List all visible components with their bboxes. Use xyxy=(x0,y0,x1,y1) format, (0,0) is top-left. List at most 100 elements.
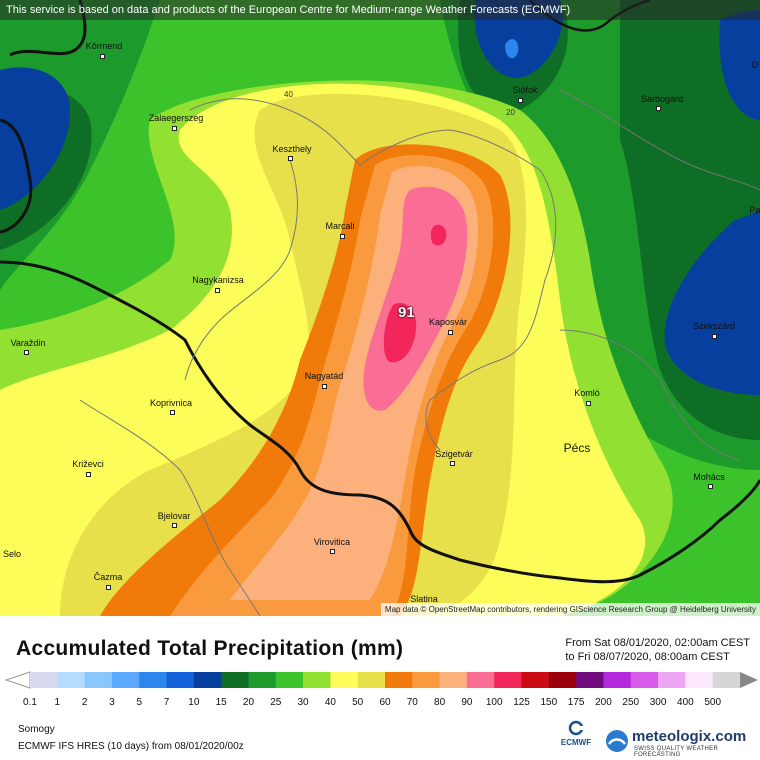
city-nagykanizsa: Nagykanizsa xyxy=(192,275,244,285)
legend-swatch xyxy=(303,672,331,688)
city-selo: Selo xyxy=(2,549,22,559)
ecmwf-logo-icon xyxy=(568,720,587,736)
legend-tick-label: 125 xyxy=(513,697,530,708)
city-marker xyxy=(450,461,455,466)
legend-swatch xyxy=(494,672,523,688)
map-attribution: Map data © OpenStreetMap contributors, r… xyxy=(380,603,760,616)
legend-swatch xyxy=(385,672,413,688)
city-mohacs: Mohács xyxy=(693,472,725,482)
city-sarbogard: Sárbogárd xyxy=(640,94,684,104)
legend-swatch xyxy=(30,672,58,688)
color-legend: 0.1 1 2 3 5 7 10 15 20 25 30 40 50 60 70 80 90 100 125 150 1… xyxy=(0,670,760,714)
city-marker xyxy=(708,484,713,489)
legend-swatch xyxy=(57,672,86,688)
city-varazdin: Varaždin xyxy=(10,338,46,348)
city-marker xyxy=(24,350,29,355)
legend-tick-label: 0.1 xyxy=(23,697,37,708)
model-run: ECMWF IFS HRES (10 days) from 08/01/2020… xyxy=(18,741,244,752)
city-marker xyxy=(712,334,717,339)
legend-swatch xyxy=(466,672,495,688)
legend-arrow-left xyxy=(4,671,31,689)
legend-tick-label: 150 xyxy=(541,697,558,708)
legend-swatch xyxy=(275,672,304,688)
city-edge-d: D xyxy=(751,60,759,70)
city-bjelovar: Bjelovar xyxy=(157,511,191,521)
city-marker xyxy=(170,410,175,415)
legend-tick-label: 175 xyxy=(568,697,585,708)
legend-tick-label: 100 xyxy=(486,697,503,708)
legend-tick-label: 70 xyxy=(407,697,419,708)
legend-swatch xyxy=(630,672,659,688)
ecmwf-label: ECMWF xyxy=(560,738,592,747)
legend-swatch xyxy=(221,672,249,688)
city-marker xyxy=(100,54,105,59)
legend-tick-label: 200 xyxy=(595,697,612,708)
legend-tick-label: 40 xyxy=(325,697,337,708)
city-marker xyxy=(330,549,335,554)
city-marker xyxy=(586,401,591,406)
city-nagyatad: Nagyatád xyxy=(304,371,344,381)
legend-swatch xyxy=(712,672,740,688)
legend-swatch xyxy=(357,672,386,688)
city-marker xyxy=(215,288,220,293)
city-szigetvar: Szigetvár xyxy=(435,449,473,459)
legend-swatch xyxy=(548,672,577,688)
city-krizevci: Križevci xyxy=(72,459,104,469)
legend-swatch xyxy=(84,672,113,688)
max-precip-label: 91 xyxy=(398,304,415,321)
legend-tick-label: 30 xyxy=(298,697,310,708)
legend-swatch xyxy=(685,672,714,688)
city-koprivnica: Koprivnica xyxy=(149,398,193,408)
city-kaposvar: Kaposvár xyxy=(428,317,468,327)
meteologix-logo-icon xyxy=(606,730,628,752)
city-marker xyxy=(340,234,345,239)
legend-arrow-right xyxy=(740,672,758,688)
city-virovitica: Virovitica xyxy=(313,537,351,547)
legend-tick-label: 80 xyxy=(434,697,446,708)
legend-swatch xyxy=(139,672,168,688)
city-komlo: Komló xyxy=(574,388,600,398)
city-cazma: Čazma xyxy=(93,572,123,582)
legend-swatch xyxy=(166,672,195,688)
period-range: From Sat 08/01/2020, 02:00am CEST to Fri… xyxy=(565,636,750,664)
legend-swatch xyxy=(111,672,140,688)
city-marker xyxy=(288,156,293,161)
ecmwf-logo: ECMWF xyxy=(556,720,596,747)
city-pecs: Pécs xyxy=(563,441,591,455)
city-marker xyxy=(518,98,523,103)
legend-tick-label: 25 xyxy=(270,697,282,708)
city-marcali: Marcali xyxy=(325,221,355,231)
precipitation-map[interactable]: This service is based on data and produc… xyxy=(0,0,760,616)
city-marker xyxy=(106,585,111,590)
legend-swatch xyxy=(658,672,686,688)
contour-label-20: 20 xyxy=(506,108,515,117)
legend-swatch xyxy=(521,672,550,688)
legend-swatch xyxy=(193,672,222,688)
city-szekszard: Szekszárd xyxy=(692,321,736,331)
legend-tick-label: 7 xyxy=(164,697,170,708)
legend-tick-label: 300 xyxy=(650,697,667,708)
city-edge-pa: Pa xyxy=(749,205,760,215)
legend-tick-label: 2 xyxy=(82,697,88,708)
brand-tagline: SWISS QUALITY WEATHER FORECASTING xyxy=(634,746,719,758)
legend-tick-label: 5 xyxy=(136,697,142,708)
legend-tick-label: 15 xyxy=(216,697,228,708)
city-slatina: Slatina xyxy=(410,594,438,604)
legend-tick-label: 50 xyxy=(352,697,364,708)
legend-tick-label: 400 xyxy=(677,697,694,708)
legend-tick-label: 10 xyxy=(188,697,200,708)
map-canvas xyxy=(0,0,760,616)
legend-tick-label: 250 xyxy=(622,697,639,708)
legend-swatch xyxy=(412,672,441,688)
region-name: Somogy xyxy=(18,724,55,735)
legend-tick-label: 60 xyxy=(379,697,391,708)
city-kormend: Körmend xyxy=(85,41,123,51)
period-from: From Sat 08/01/2020, 02:00am CEST xyxy=(565,637,750,649)
legend-tick-label: 1 xyxy=(55,697,61,708)
legend-tick-label: 500 xyxy=(704,697,721,708)
city-marker xyxy=(322,384,327,389)
contour-label-40: 40 xyxy=(284,90,293,99)
legend-tick-label: 90 xyxy=(461,697,473,708)
city-zalaegerszeg: Zalaegerszeg xyxy=(148,113,204,123)
legend-swatch xyxy=(439,672,468,688)
